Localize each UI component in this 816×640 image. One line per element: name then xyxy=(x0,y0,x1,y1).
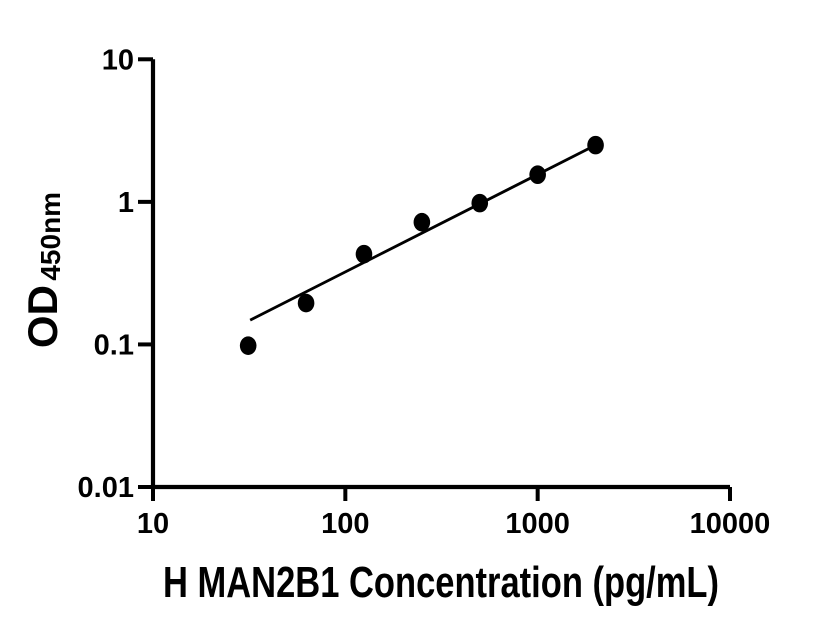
x-tick-label: 100 xyxy=(321,508,369,540)
axes-layer xyxy=(138,57,732,501)
data-point xyxy=(471,193,489,213)
data-point xyxy=(239,336,257,355)
data-point xyxy=(529,165,546,185)
x-tick-label: 1000 xyxy=(505,508,570,540)
data-point xyxy=(297,293,315,313)
y-axis-title: OD 450nm xyxy=(19,192,66,348)
x-tick-label: 10000 xyxy=(690,508,771,540)
y-axis-title-main: OD xyxy=(19,285,66,348)
y-tick-label: 10 xyxy=(102,44,134,76)
y-tick-label: 0.01 xyxy=(78,472,134,504)
data-point xyxy=(587,135,604,155)
data-point xyxy=(355,244,373,264)
data-point xyxy=(413,212,431,232)
x-tick-label: 10 xyxy=(137,508,169,540)
y-tick-label: 1 xyxy=(118,187,134,219)
x-axis-title: H MAN2B1 Concentration (pg/mL) xyxy=(163,558,719,607)
y-axis-title-subscript: 450nm xyxy=(35,192,66,281)
series-layer xyxy=(239,135,604,355)
y-tick-label: 0.1 xyxy=(94,329,134,361)
